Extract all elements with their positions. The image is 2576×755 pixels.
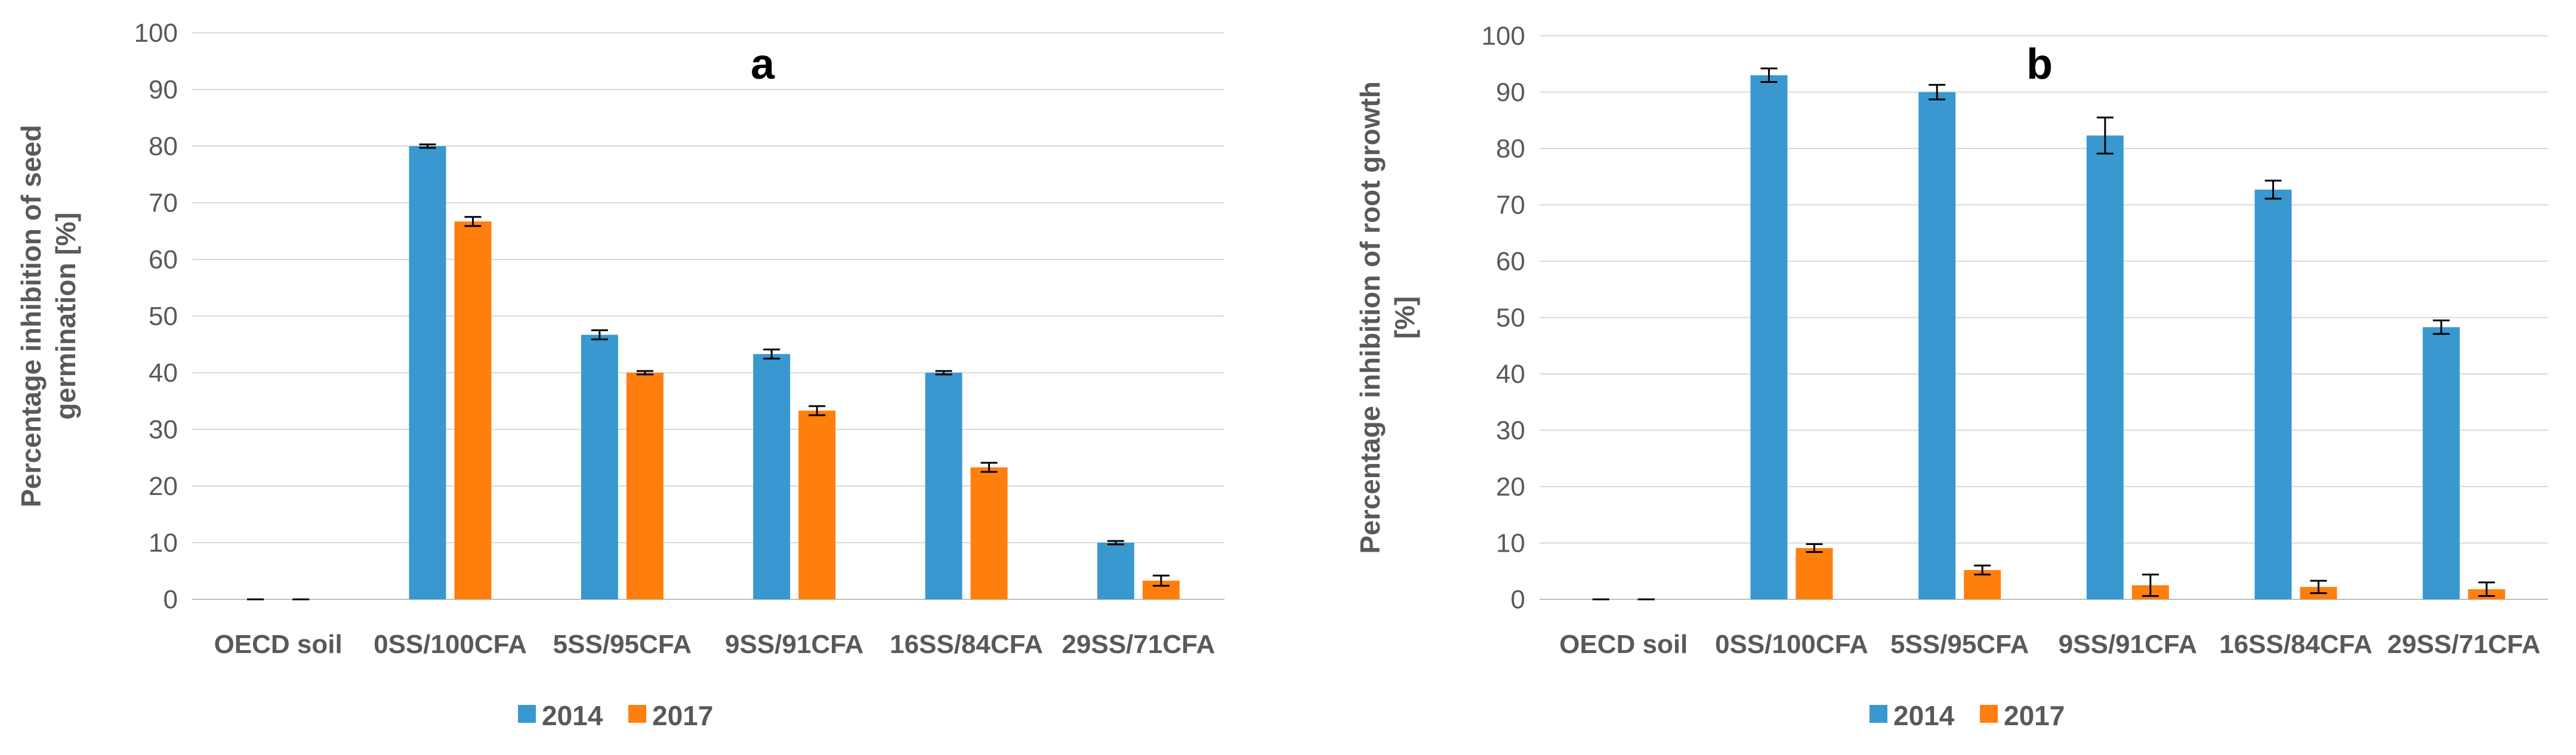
- chart-b-ytick-label: 50: [1496, 304, 1525, 333]
- chart-b-ytick-label: 0: [1511, 585, 1525, 614]
- chart-a-category-label: 5SS/95CFA: [553, 630, 692, 659]
- chart-a-ytick-label: 50: [149, 302, 178, 331]
- chart-b-category-label: 0SS/100CFA: [1715, 630, 1868, 659]
- chart-b-ytick-label: 100: [1482, 21, 1525, 51]
- chart-a-ytick-label: 0: [163, 585, 178, 614]
- chart-b-legend-label-2017: 2017: [2004, 700, 2065, 731]
- chart-b-category-label: OECD soil: [1559, 630, 1687, 659]
- chart-b-bar-2014-1: [1750, 75, 1788, 599]
- chart-b-bar-2017-1: [1796, 548, 1833, 599]
- chart-b-bar-2014-2: [1918, 92, 1956, 599]
- chart-a-category-label: 9SS/91CFA: [725, 630, 863, 659]
- chart-a-legend-label-2017: 2017: [652, 700, 713, 731]
- chart-b-ytick-label: 80: [1496, 134, 1525, 163]
- chart-a-ytick-label: 10: [149, 528, 178, 558]
- chart-b-y-axis-title: [%]: [1389, 296, 1420, 339]
- chart-b-ytick-label: 70: [1496, 191, 1525, 220]
- chart-a-bar-2014-2: [581, 335, 618, 599]
- chart-a-ytick-label: 90: [149, 75, 178, 104]
- chart-a-ytick-label: 20: [149, 472, 178, 501]
- chart-b-panel-label: b: [2026, 41, 2053, 88]
- chart-b-ytick-label: 60: [1496, 247, 1525, 276]
- chart-b-legend-swatch-2017: [1980, 705, 1998, 723]
- chart-b-ytick-label: 30: [1496, 416, 1525, 445]
- chart-panel-a: 0 10 20 30 40 50 60 70 80 90 100 OECD soil 0SS/100CF…: [0, 0, 1271, 755]
- chart-a-y-axis-title: germination [%]: [50, 212, 81, 420]
- chart-a-bar-2014-5: [1097, 543, 1134, 599]
- chart-a-category-label: 16SS/84CFA: [890, 630, 1043, 659]
- chart-a-category-label: 0SS/100CFA: [374, 630, 527, 659]
- chart-b-y-axis-title: Percentage inhibition of root growth: [1355, 81, 1386, 553]
- chart-a-bar-2017-3: [798, 410, 836, 599]
- chart-a-bar-2017-1: [454, 221, 492, 600]
- chart-a-ytick-label: 100: [134, 18, 178, 48]
- chart-b-legend-label-2014: 2014: [1893, 700, 1955, 731]
- chart-a-ytick-label: 30: [149, 415, 178, 444]
- chart-b-bar-2014-4: [2254, 189, 2292, 599]
- chart-b-category-label: 5SS/95CFA: [1890, 630, 2029, 659]
- chart-a-panel-label: a: [751, 41, 775, 88]
- chart-a-ytick-label: 80: [149, 132, 178, 161]
- chart-b-ytick-label: 10: [1496, 529, 1525, 558]
- chart-a-category-label: OECD soil: [214, 630, 343, 659]
- chart-b-bar-2014-3: [2086, 135, 2124, 599]
- chart-a-legend-swatch-2017: [628, 705, 646, 723]
- chart-b-svg: 0 10 20 30 40 50 60 70 80 90 100 OECD soil 0SS/100CF…: [1355, 21, 2548, 731]
- chart-a-ytick-label: 70: [149, 188, 178, 218]
- chart-a-svg: 0 10 20 30 40 50 60 70 80 90 100 OECD soil 0SS/100CF…: [16, 18, 1224, 731]
- chart-b-ytick-label: 90: [1496, 78, 1525, 107]
- chart-a-bar-2017-4: [970, 467, 1008, 599]
- chart-b-category-label: 29SS/71CFA: [2387, 630, 2541, 659]
- chart-b-category-label: 9SS/91CFA: [2059, 630, 2197, 659]
- chart-a-bar-2014-3: [753, 354, 791, 599]
- chart-b-category-label: 16SS/84CFA: [2219, 630, 2373, 659]
- chart-a-ytick-label: 40: [149, 358, 178, 388]
- chart-b-bar-2014-5: [2423, 327, 2460, 599]
- chart-a-bar-2014-4: [925, 373, 962, 599]
- chart-a-legend-swatch-2014: [518, 705, 536, 723]
- chart-panel-b: 0 10 20 30 40 50 60 70 80 90 100 OECD soil 0SS/100CF…: [1313, 0, 2576, 755]
- chart-a-bar-2014-1: [409, 146, 446, 599]
- chart-a-category-label: 29SS/71CFA: [1062, 630, 1215, 659]
- chart-b-ytick-label: 40: [1496, 360, 1525, 389]
- chart-b-ytick-label: 20: [1496, 472, 1525, 502]
- chart-a-legend-label-2014: 2014: [542, 700, 603, 731]
- chart-a-y-axis-title: Percentage inhibition of seed: [16, 125, 47, 508]
- chart-b-legend-swatch-2014: [1869, 705, 1887, 723]
- chart-a-ytick-label: 60: [149, 245, 178, 274]
- chart-a-bar-2017-2: [626, 373, 664, 599]
